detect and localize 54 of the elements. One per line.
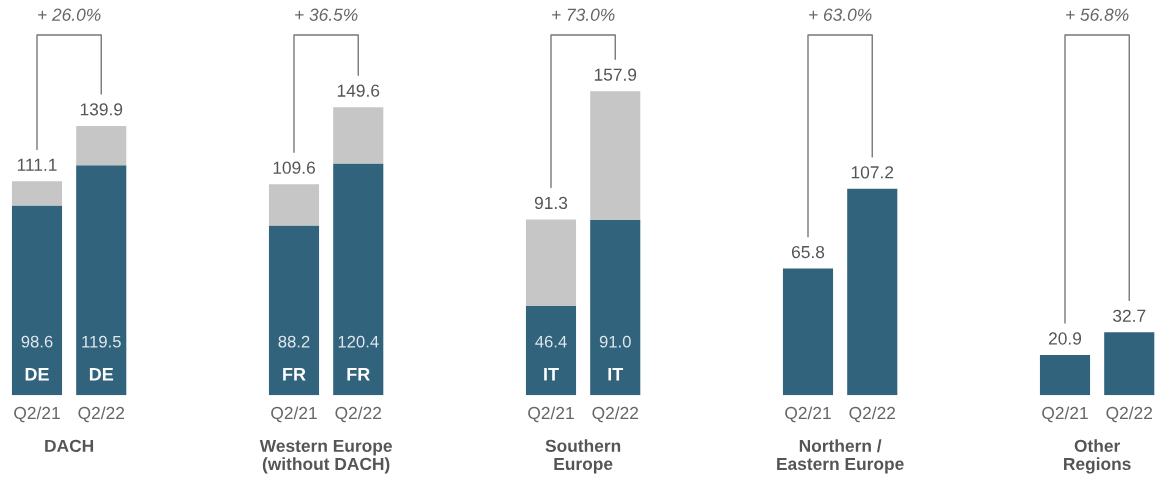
x-tick-label: Q2/22 [1106, 406, 1153, 423]
total-label: 111.1 [17, 158, 57, 171]
data-label: 98.6 [21, 335, 53, 348]
annotation: DE [25, 368, 49, 381]
data-label: 20.9 [1048, 332, 1082, 345]
total-label: 109.6 [273, 161, 315, 174]
text: + 36.5% [295, 8, 358, 21]
data-label: 91.0 [599, 335, 631, 348]
annotation: FR [283, 368, 306, 381]
bar [590, 91, 641, 221]
total-label: 149.6 [337, 84, 380, 97]
text: + 73.0% [552, 8, 615, 21]
x-tick-label: Q2/21 [14, 406, 60, 423]
bar [11, 205, 63, 396]
bar [590, 220, 641, 396]
x-axis-title: Southern Europe [545, 439, 621, 474]
x-tick-label: Q2/21 [1042, 406, 1088, 423]
data-label: 120.4 [338, 335, 379, 348]
data-label: 107.2 [851, 166, 894, 179]
data-label: 119.5 [82, 335, 121, 348]
total-label: 139.9 [80, 103, 123, 116]
x-tick-label: Q2/21 [271, 406, 317, 423]
data-label: 32.7 [1113, 309, 1146, 322]
data-label: 46.4 [535, 335, 567, 348]
x-axis-title: Northern / Eastern Europe [777, 439, 904, 474]
annotation: IT [608, 368, 624, 381]
data-label: 65.8 [791, 245, 825, 259]
text: + 56.8% [1066, 8, 1129, 21]
bar [333, 163, 384, 396]
x-axis-title: Western Europe (without DACH) [259, 439, 392, 474]
text: + 63.0% [809, 8, 872, 21]
x-tick-label: Q2/22 [849, 406, 896, 423]
data-label: 88.2 [278, 335, 310, 348]
x-axis-title: DACH [45, 439, 94, 452]
text: + 26.0% [38, 8, 101, 21]
annotation: IT [544, 368, 559, 381]
bar [525, 219, 577, 306]
bar [525, 305, 577, 396]
x-tick-label: Q2/21 [528, 406, 574, 423]
total-label: 91.3 [534, 196, 568, 210]
bar [11, 181, 63, 206]
bar [333, 107, 384, 164]
bar [268, 225, 320, 396]
annotation: FR [347, 368, 370, 381]
annotation: DE [89, 368, 114, 381]
bar [268, 184, 320, 226]
x-tick-label: Q2/22 [592, 406, 639, 423]
x-tick-label: Q2/22 [335, 406, 382, 423]
x-tick-label: Q2/21 [785, 406, 831, 423]
total-label: 157.9 [594, 68, 637, 81]
x-axis-title: Other Regions [1064, 439, 1131, 474]
bar [76, 165, 127, 396]
x-tick-label: Q2/22 [78, 406, 125, 423]
bar [76, 125, 127, 166]
